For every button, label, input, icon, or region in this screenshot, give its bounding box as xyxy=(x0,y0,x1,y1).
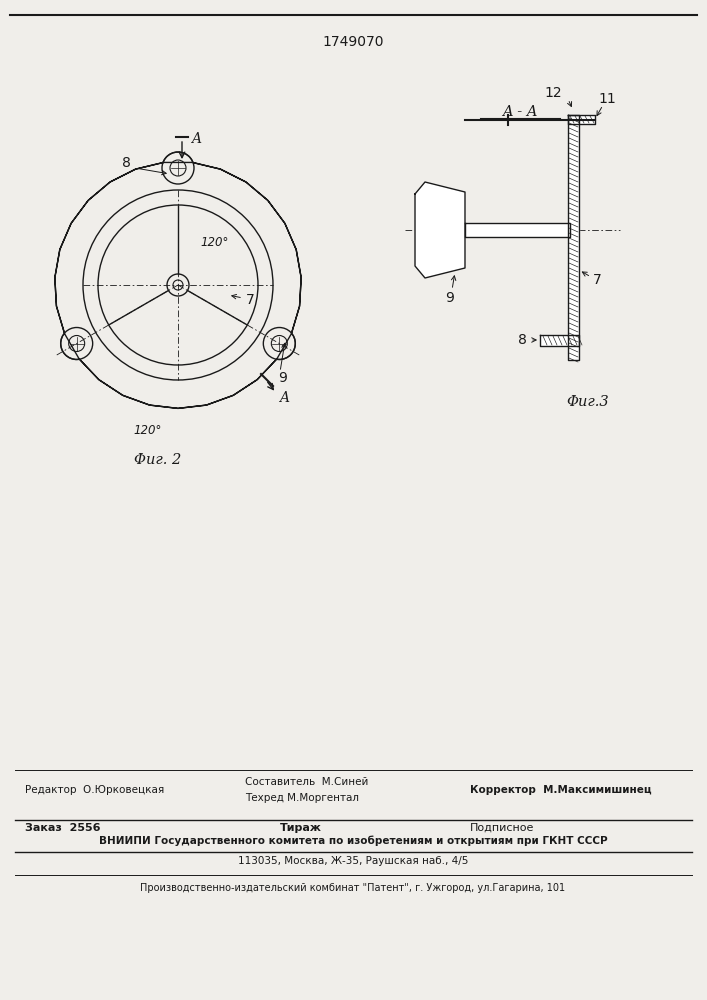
Text: 9: 9 xyxy=(279,371,288,385)
Text: 12: 12 xyxy=(544,86,562,100)
Text: 7: 7 xyxy=(245,293,255,307)
Text: A: A xyxy=(191,132,201,146)
Text: Составитель  М.Синей: Составитель М.Синей xyxy=(245,777,368,787)
Text: 8: 8 xyxy=(122,156,130,170)
Text: 120°: 120° xyxy=(134,424,162,436)
Text: Производственно-издательский комбинат "Патент", г. Ужгород, ул.Гагарина, 101: Производственно-издательский комбинат "П… xyxy=(141,883,566,893)
Text: Тираж: Тираж xyxy=(280,823,322,833)
Text: Φиг. 2: Φиг. 2 xyxy=(134,453,182,467)
Text: 120°: 120° xyxy=(200,236,228,249)
Polygon shape xyxy=(568,115,579,360)
Text: Заказ  2556: Заказ 2556 xyxy=(25,823,100,833)
Polygon shape xyxy=(568,115,595,124)
Text: 9: 9 xyxy=(445,291,455,305)
Text: A - A: A - A xyxy=(502,105,538,119)
Polygon shape xyxy=(540,335,579,346)
Polygon shape xyxy=(415,182,465,278)
Text: Редактор  О.Юрковецкая: Редактор О.Юрковецкая xyxy=(25,785,164,795)
Text: 7: 7 xyxy=(592,273,602,287)
Text: Техред М.Моргентал: Техред М.Моргентал xyxy=(245,793,359,803)
Text: ВНИИПИ Государственного комитета по изобретениям и открытиям при ГКНТ СССР: ВНИИПИ Государственного комитета по изоб… xyxy=(99,836,607,846)
Text: Φиг.3: Φиг.3 xyxy=(567,395,609,409)
Text: Подписное: Подписное xyxy=(470,823,534,833)
Text: A: A xyxy=(279,391,289,405)
Text: 8: 8 xyxy=(518,333,527,347)
Text: Корректор  М.Максимишинец: Корректор М.Максимишинец xyxy=(470,785,652,795)
Polygon shape xyxy=(465,223,570,237)
Text: 113035, Москва, Ж-35, Раушская наб., 4/5: 113035, Москва, Ж-35, Раушская наб., 4/5 xyxy=(238,856,468,866)
Text: 1749070: 1749070 xyxy=(322,35,384,49)
Text: 11: 11 xyxy=(598,92,616,106)
